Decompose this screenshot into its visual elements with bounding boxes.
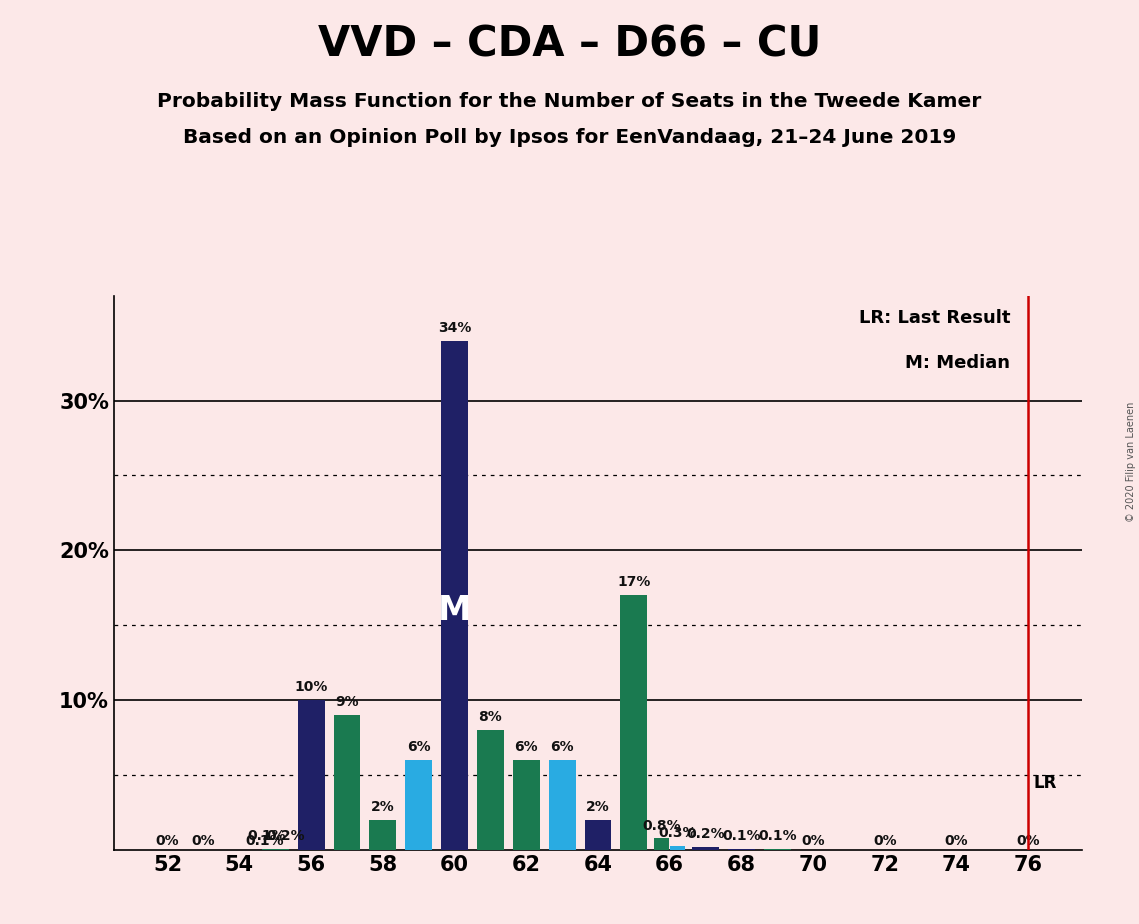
Text: M: M	[437, 594, 472, 626]
Bar	[369, 821, 396, 850]
Bar	[670, 845, 685, 850]
Text: 2%: 2%	[587, 800, 609, 814]
Text: 6%: 6%	[515, 740, 538, 754]
Text: 0.2%: 0.2%	[686, 827, 724, 841]
Bar	[441, 341, 468, 850]
Bar	[334, 715, 360, 850]
Text: 0.2%: 0.2%	[267, 829, 305, 843]
Text: 8%: 8%	[478, 711, 502, 724]
Text: M: Median: M: Median	[906, 354, 1010, 372]
Text: VVD – CDA – D66 – CU: VVD – CDA – D66 – CU	[318, 23, 821, 65]
Text: 0%: 0%	[872, 833, 896, 848]
Text: 0.8%: 0.8%	[642, 819, 681, 833]
Bar	[297, 700, 325, 850]
Text: 2%: 2%	[371, 800, 395, 814]
Text: 0%: 0%	[156, 833, 180, 848]
Text: LR: LR	[1034, 773, 1057, 792]
Text: 0%: 0%	[802, 833, 825, 848]
Text: 0%: 0%	[191, 833, 215, 848]
Bar	[621, 595, 647, 850]
Bar	[262, 848, 288, 850]
Bar	[693, 847, 719, 850]
Bar	[655, 838, 670, 850]
Text: 0.1%: 0.1%	[245, 833, 284, 848]
Text: 0%: 0%	[944, 833, 968, 848]
Bar	[405, 760, 432, 850]
Bar	[728, 848, 755, 850]
Bar	[584, 821, 612, 850]
Text: Probability Mass Function for the Number of Seats in the Tweede Kamer: Probability Mass Function for the Number…	[157, 92, 982, 112]
Text: 34%: 34%	[437, 321, 472, 334]
Text: 17%: 17%	[617, 576, 650, 590]
Text: 0.1%: 0.1%	[757, 829, 796, 843]
Text: 9%: 9%	[335, 695, 359, 710]
Bar	[549, 760, 575, 850]
Bar	[477, 730, 503, 850]
Text: 6%: 6%	[550, 740, 574, 754]
Bar	[764, 848, 790, 850]
Text: 0.3%: 0.3%	[658, 826, 697, 840]
Text: LR: Last Result: LR: Last Result	[859, 310, 1010, 327]
Text: 0.1%: 0.1%	[722, 829, 761, 843]
Text: 6%: 6%	[407, 740, 431, 754]
Text: Based on an Opinion Poll by Ipsos for EenVandaag, 21–24 June 2019: Based on an Opinion Poll by Ipsos for Ee…	[183, 128, 956, 147]
Bar	[513, 760, 540, 850]
Text: 10%: 10%	[294, 680, 328, 694]
Text: 0%: 0%	[1016, 833, 1040, 848]
Text: 0.1%: 0.1%	[247, 829, 286, 843]
Text: © 2020 Filip van Laenen: © 2020 Filip van Laenen	[1126, 402, 1136, 522]
